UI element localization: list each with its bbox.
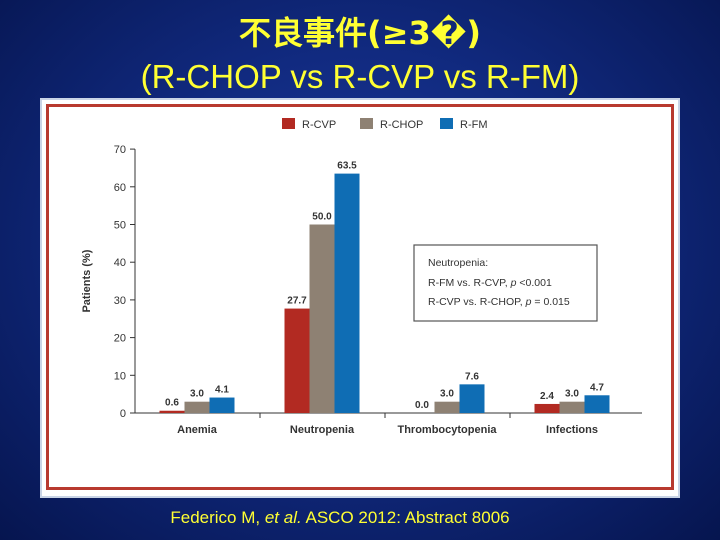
data-label: 2.4 [540,391,554,402]
legend-swatch-r-cvp [282,118,295,129]
annotation-box [413,244,598,322]
chart-frame [46,104,674,490]
data-label: 0.6 [165,398,179,409]
annotation-line2: R-FM vs. R-CVP, p <0.001 [428,277,552,289]
legend-label: R-CHOP [380,119,423,131]
bar-r-fm-anemia [209,397,235,413]
data-label: 50.0 [312,212,332,223]
citation-prefix: Federico M, [170,508,265,527]
citation-italic: et al. [264,508,302,527]
y-tick-label: 30 [114,295,126,307]
bar-r-chop-neutropenia [309,224,335,413]
bar-r-cvp-anemia [159,410,185,413]
y-tick-label: 0 [120,408,126,420]
x-tick-label: Thrombocytopenia [397,424,497,436]
y-axis-title: Patients (%) [81,249,93,312]
citation-suffix: ASCO 2012: Abstract 8006 [301,508,510,527]
legend-label: R-CVP [302,119,336,131]
bar-chart: 0 10 20 30 40 50 60 70 Patients (%) 0.6 3.0 4.1 Anem… [81,118,642,436]
y-tick-label: 50 [114,220,126,232]
legend-swatch-r-chop [360,118,373,129]
bar-r-chop-anemia [184,401,210,413]
legend-label: R-FM [460,119,488,131]
bar-r-fm-neutropenia [334,173,360,413]
y-tick-label: 40 [114,257,126,269]
annotation-line1: Neutropenia: [428,257,488,269]
data-label: 4.1 [215,385,229,396]
bar-r-fm-thrombocytopenia [459,384,485,413]
y-tick-label: 60 [114,182,126,194]
x-tick-label: Neutropenia [290,424,355,436]
data-label: 0.0 [415,400,429,411]
data-label: 27.7 [287,296,307,307]
bar-r-chop-thrombocytopenia [434,401,460,413]
legend-swatch-r-fm [440,118,453,129]
data-label: 7.6 [465,371,479,382]
slide-title-line2: (R-CHOP vs R-CVP vs R-FM) [140,58,580,95]
x-tick-label: Anemia [177,424,218,436]
y-tick-label: 10 [114,370,126,382]
bar-r-fm-infections [584,395,610,413]
data-label: 3.0 [565,389,579,400]
bar-r-cvp-neutropenia [284,308,310,413]
data-label: 4.7 [590,382,604,393]
annotation-line3: R-CVP vs. R-CHOP, p = 0.015 [428,296,570,308]
y-tick-label: 70 [114,144,126,156]
bar-r-chop-infections [559,401,585,413]
citation: Federico M, et al. ASCO 2012: Abstract 8… [0,508,680,528]
slide-title-line1: 不良事件(≥3�) [239,14,481,52]
y-tick-label: 20 [114,333,126,345]
data-label: 63.5 [337,161,357,172]
bar-r-cvp-infections [534,403,560,413]
x-tick-label: Infections [546,424,598,436]
data-label: 3.0 [190,389,204,400]
chart-panel: 0 10 20 30 40 50 60 70 Patients (%) 0.6 3.0 4.1 Anem… [40,98,680,498]
data-label: 3.0 [440,389,454,400]
